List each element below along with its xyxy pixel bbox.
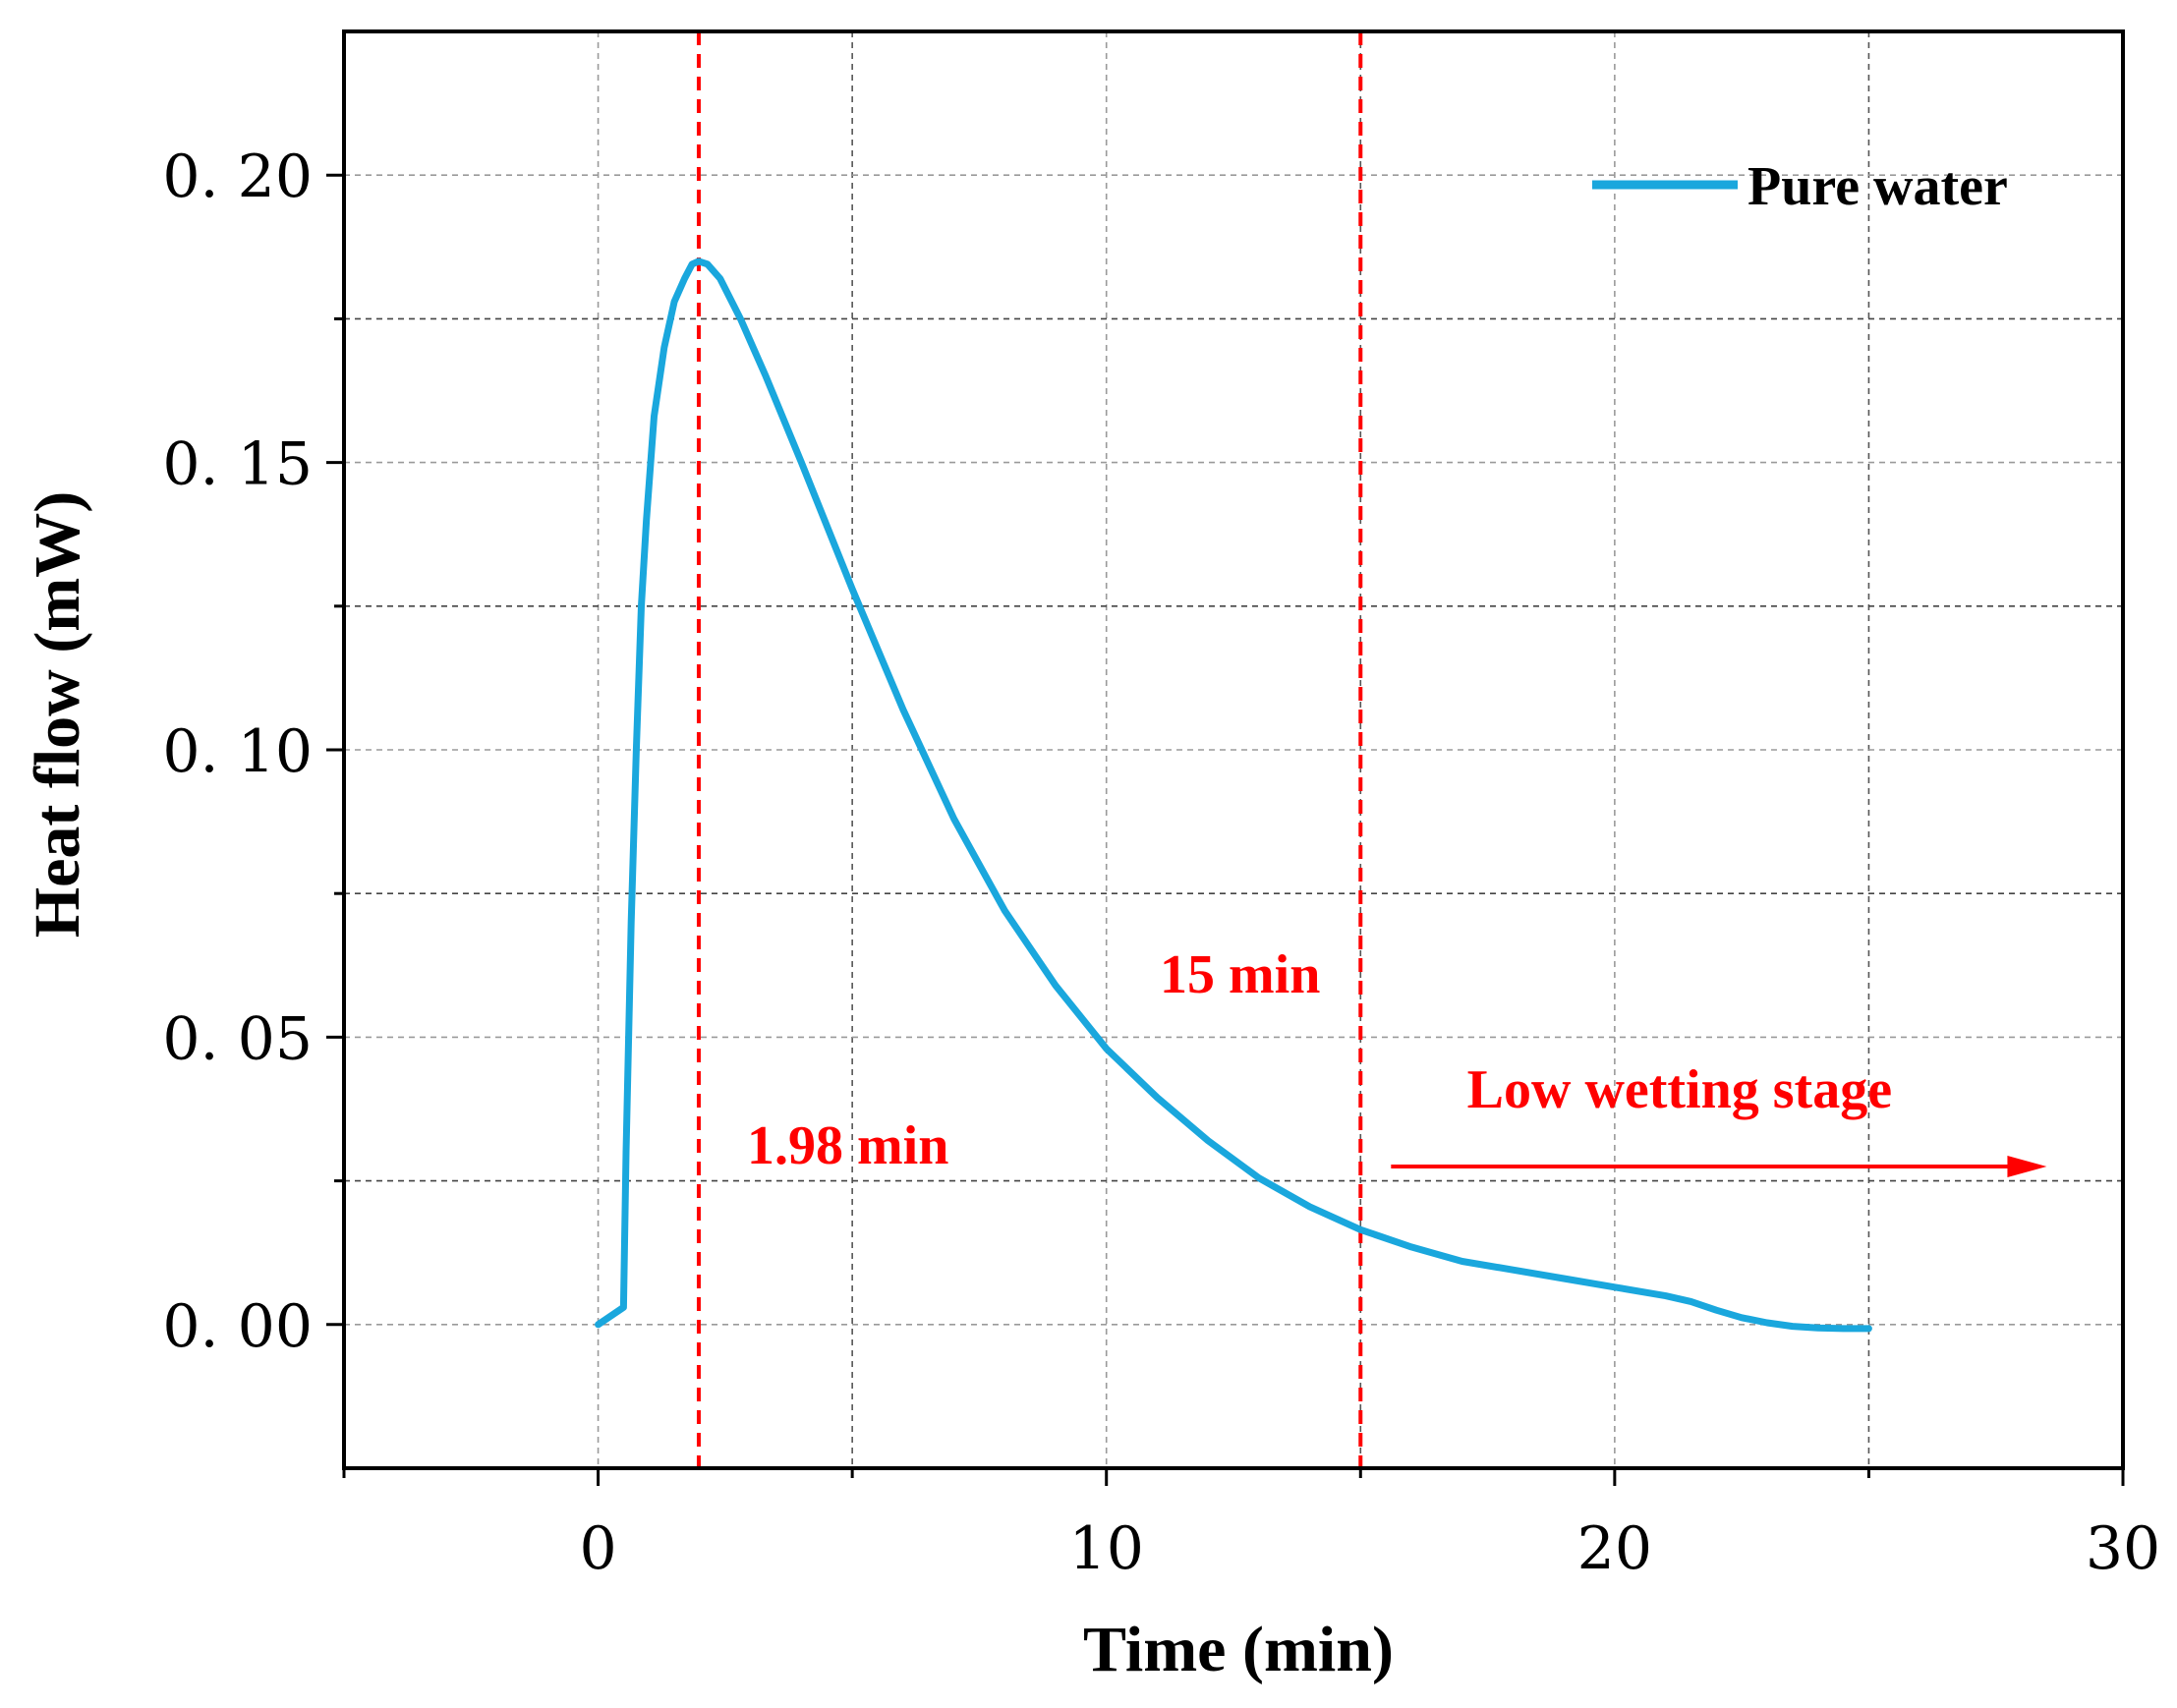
x-axis-label: Time (min) — [1083, 1614, 1394, 1685]
series-layer — [595, 257, 1872, 1333]
annotation-1-98-min: 1.98 min — [747, 1115, 948, 1176]
legend-label: Pure water — [1747, 156, 2008, 217]
legend: Pure water — [1592, 156, 2008, 217]
annotation-arrow-head — [2007, 1155, 2047, 1177]
series-line-pure-water — [595, 257, 1872, 1333]
y-tick-label: 0. 05 — [162, 1004, 313, 1073]
x-tick-label: 0 — [579, 1514, 616, 1583]
y-tick-label: 0. 00 — [162, 1292, 313, 1361]
y-axis-label: Heat flow (mW) — [22, 491, 93, 939]
annotation-15-min: 15 min — [1160, 944, 1320, 1005]
annotations: 1.98 min 15 min Low wetting stage — [747, 944, 2047, 1177]
annotation-low-wetting-stage: Low wetting stage — [1467, 1059, 1892, 1120]
y-tick-label: 0. 20 — [162, 142, 313, 211]
x-tick-label: 10 — [1069, 1514, 1144, 1583]
y-tick-label: 0. 15 — [162, 430, 313, 499]
axis-ticks: 0 10 20 30 0. 00 0. 05 0. 10 0. 15 0. 20 — [162, 142, 2160, 1583]
reference-lines — [696, 31, 1363, 1468]
x-tick-label: 20 — [1577, 1514, 1652, 1583]
x-tick-label: 30 — [2086, 1514, 2160, 1583]
y-tick-label: 0. 10 — [162, 717, 313, 786]
grid — [344, 31, 2123, 1468]
